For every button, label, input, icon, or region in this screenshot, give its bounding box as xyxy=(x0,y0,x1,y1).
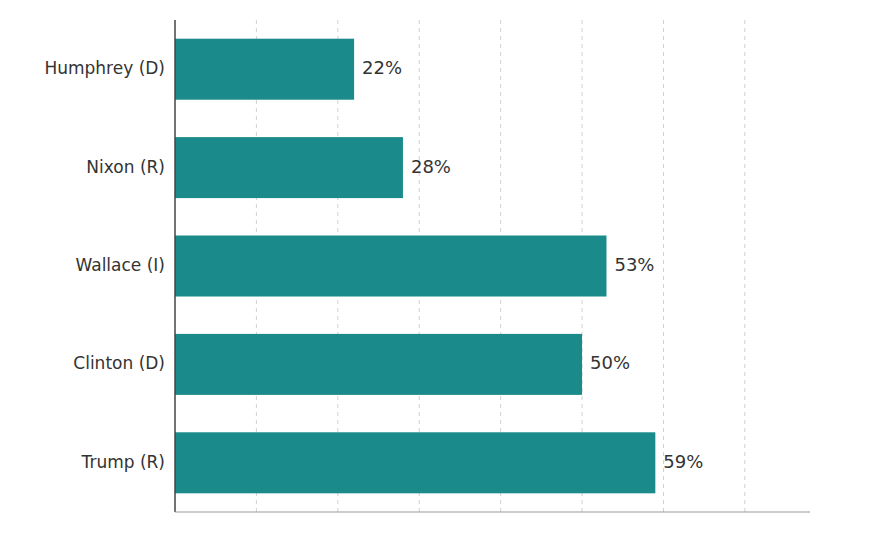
category-label: Trump (R) xyxy=(81,452,165,472)
category-label: Clinton (D) xyxy=(73,353,165,373)
data-label: 28% xyxy=(411,156,451,177)
category-label: Nixon (R) xyxy=(86,157,165,177)
bar xyxy=(175,235,606,296)
y-axis-line xyxy=(174,20,176,512)
grid-line xyxy=(663,20,664,512)
bar xyxy=(175,39,354,100)
data-label: 53% xyxy=(614,254,654,275)
data-label: 22% xyxy=(362,57,402,78)
bar xyxy=(175,137,403,198)
bar xyxy=(175,432,655,493)
data-labels: 22% 28% 53% 50% 59% xyxy=(362,57,703,472)
chart-container: Humphrey (D) Nixon (R) Wallace (I) Clinton … xyxy=(0,0,880,542)
y-tick-labels: Humphrey (D) Nixon (R) Wallace (I) Clinton … xyxy=(44,58,165,472)
category-label: Wallace (I) xyxy=(76,255,166,275)
data-label: 59% xyxy=(663,451,703,472)
bar xyxy=(175,334,582,395)
bars xyxy=(175,39,655,494)
category-label: Humphrey (D) xyxy=(44,58,165,78)
x-axis-line xyxy=(175,512,810,513)
chart-svg: Humphrey (D) Nixon (R) Wallace (I) Clinton … xyxy=(0,0,880,542)
grid-line xyxy=(744,20,745,512)
data-label: 50% xyxy=(590,352,630,373)
